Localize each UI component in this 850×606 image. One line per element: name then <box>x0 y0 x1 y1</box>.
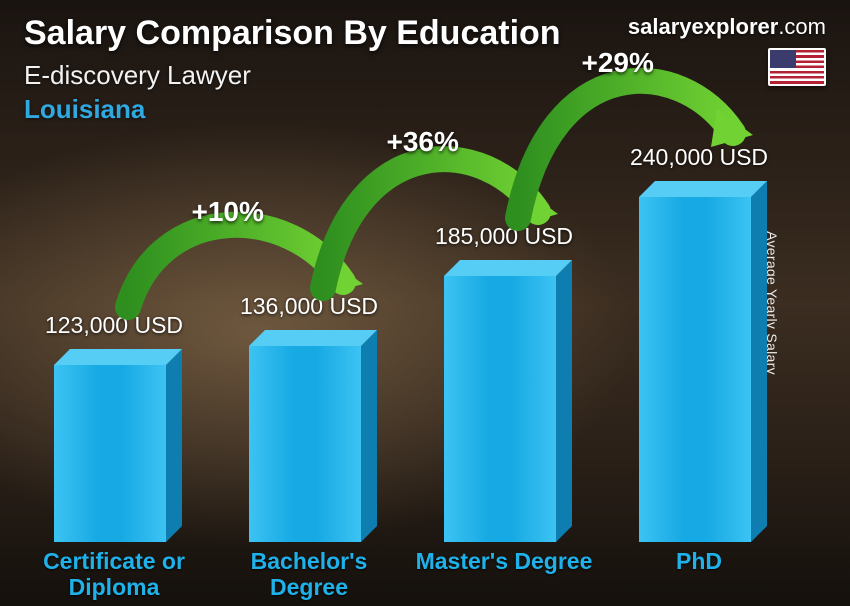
increase-pct-0: +10% <box>192 196 264 228</box>
bar-category-0: Certificate or Diploma <box>24 548 204 601</box>
page-title: Salary Comparison By Education <box>24 14 561 53</box>
infographic-canvas: Salary Comparison By Education E-discove… <box>0 0 850 606</box>
bar-category-3: PhD <box>609 548 789 574</box>
bar-category-2: Master's Degree <box>414 548 594 574</box>
increase-pct-1: +36% <box>387 126 459 158</box>
bar-category-1: Bachelor's Degree <box>219 548 399 601</box>
increase-arrow-2: +29% <box>488 13 783 542</box>
increase-pct-2: +29% <box>582 47 654 79</box>
job-title: E-discovery Lawyer <box>24 60 251 91</box>
bar-chart: 123,000 USDCertificate or Diploma136,000… <box>34 132 814 542</box>
location: Louisiana <box>24 94 145 125</box>
brand-suffix: .com <box>778 14 826 39</box>
